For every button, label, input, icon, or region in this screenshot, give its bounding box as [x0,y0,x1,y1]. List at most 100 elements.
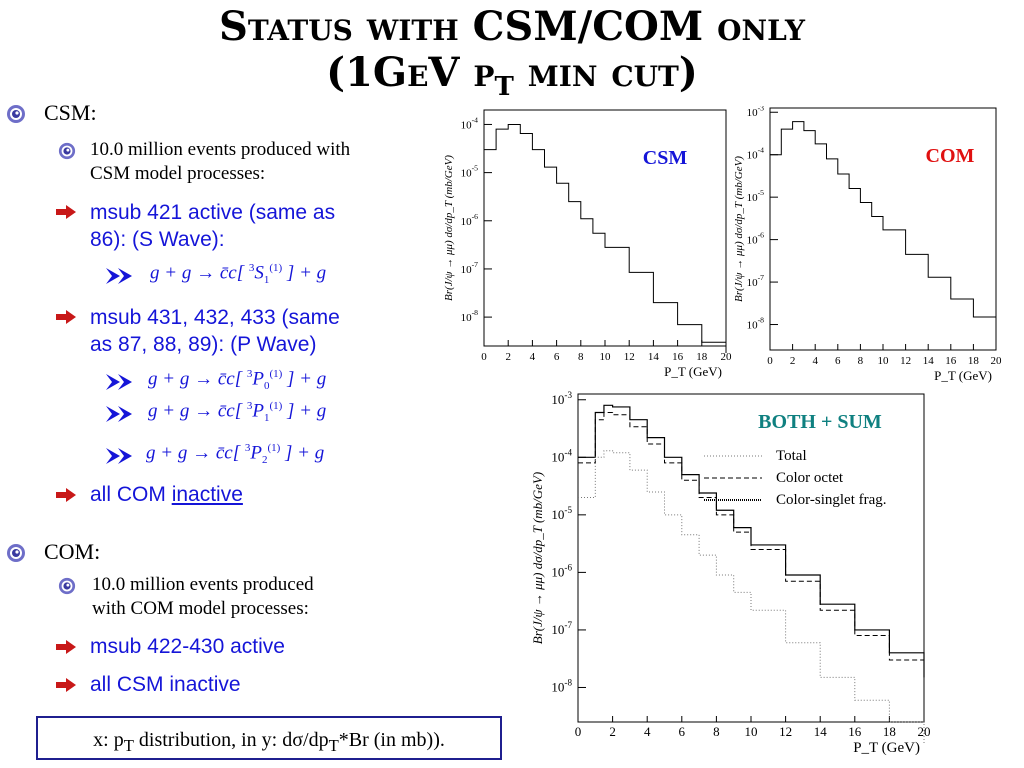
msub431-text: msub 431, 432, 433 (same as 87, 88, 89):… [90,304,340,358]
y-tick-label: 10-5 [551,505,572,522]
csm-events-line-2: CSM model processes: [90,163,266,184]
chevron-bullet-icon [106,268,132,284]
x-tick-label: 14 [923,355,935,367]
y-tick-label: 10-7 [747,273,765,289]
x-tick-label: 14 [648,351,660,363]
y-axis-label: Br(J/ψ → μμ) dσ/dp_T (mb/GeV) [733,156,745,302]
msub431-line-2: as 87, 88, 89): (P Wave) [90,333,317,356]
x-tick-label: 4 [812,355,818,367]
equation-p2: g + g → c̄c[ 3P2(1) ] + g [146,442,325,467]
com-events-line-2: with COM model processes: [92,598,309,619]
series-line-main [484,123,727,353]
x-tick-label: 0 [767,355,773,367]
y-tick-label: 10-4 [461,115,479,131]
slide-title: Status with CSM/COM only (1GeV pT min cu… [0,4,1024,110]
y-tick-label: 10-4 [551,447,572,464]
y-tick-label: 10-6 [461,212,479,228]
csm-chart: 0 2 4 6 8 10 12 14 16 18 20 10-4 10-5 10-6 10-7 10-8 P_T… [443,109,732,379]
y-tick-label: 10-8 [461,308,479,324]
chevron-bullet-icon [106,374,132,390]
x-tick-label: 10 [878,355,890,367]
x-tick-label: 12 [900,355,911,367]
x-tick-label: 2 [505,351,511,363]
msub431-line-1: msub 431, 432, 433 (same [90,306,340,329]
footer-pre: x: p [93,729,124,751]
all-csm-inactive: all CSM inactive [90,673,241,696]
x-axis-label: P_T (GeV) [853,740,920,756]
red-arrow-bullet-icon [56,310,76,324]
msub421-line-2: 86): (S Wave): [90,228,225,251]
footer-sub-1: T [123,736,134,755]
com-events-text: 10.0 million events produced with COM mo… [92,573,314,621]
red-arrow-bullet-icon [56,488,76,502]
equation-p1: g + g → c̄c[ 3P1(1) ] + g [148,400,327,425]
x-tick-label: 14 [814,724,828,739]
x-tick-label: 2 [609,724,616,739]
plot-frame [577,393,925,723]
title-line-1: Status with CSM/COM only [219,3,805,50]
series-line-main [770,121,997,334]
x-tick-label: 0 [575,724,582,739]
all-com-text: all COM [90,483,172,506]
y-axis-label: Br(J/ψ → μμ) dσ/dp_T (mb/GeV) [443,155,455,301]
y-tick-label: 10-5 [461,164,479,180]
axis-description-box: x: pT distribution, in y: dσ/dpT*Br (in … [36,716,502,760]
x-tick-label: 20 [918,724,931,739]
x-tick-label: 4 [644,724,651,739]
x-tick-label: 6 [679,724,686,739]
x-tick-label: 18 [883,724,896,739]
footer-post: *Br (in mb)). [338,729,445,751]
inactive-underlined: inactive [171,483,243,506]
title-line-2-pre: (1GeV p [326,49,495,96]
x-tick-label: 16 [848,724,862,739]
swirl-bullet-icon [58,577,76,595]
series-line-color-octet [578,412,925,683]
csm-heading: CSM: [44,100,97,125]
x-tick-label: 8 [578,351,584,363]
x-tick-label: 10 [600,351,612,363]
csm-events-line-1: 10.0 million events produced with [90,139,351,160]
swirl-bullet-icon [58,142,76,160]
footer-sub-2: T [328,736,339,755]
y-tick-label: 10-6 [747,231,765,247]
red-arrow-bullet-icon [56,640,76,654]
legend-label: Color octet [776,470,844,486]
chart-title: CSM [643,147,688,169]
csm-events-text: 10.0 million events produced with CSM mo… [90,138,350,186]
x-tick-label: 6 [835,355,841,367]
y-tick-label: 10-3 [747,106,765,119]
x-tick-label: 16 [672,351,684,363]
x-tick-label: 8 [858,355,864,367]
red-arrow-bullet-icon [56,678,76,692]
msub422-text: msub 422-430 active [90,635,285,658]
legend-label: Color-singlet frag. [776,492,887,508]
x-tick-label: 0 [481,351,487,363]
x-axis-label: P_T (GeV) [664,364,722,379]
x-tick-label: 2 [790,355,796,367]
swirl-bullet-icon [7,544,25,562]
both-sum-chart: 0 2 4 6 8 10 12 14 16 18 20 10-3 10-4 10-5 10-6 10-7 10-… [530,390,931,756]
title-line-2: (1GeV pT min cut) [0,50,1024,110]
y-tick-label: 10-8 [551,677,572,694]
x-tick-label: 6 [554,351,560,363]
equation-s-wave: g + g → c̄c[ 3S1(1) ] + g [150,262,327,287]
x-tick-label: 18 [968,355,980,367]
chevron-bullet-icon [106,406,132,422]
title-line-2-post: min cut) [513,49,698,96]
chart-title: BOTH + SUM [758,411,882,433]
y-tick-label: 10-7 [551,620,572,637]
chevron-bullet-icon [106,448,132,464]
red-arrow-bullet-icon [56,205,76,219]
y-tick-label: 10-8 [747,316,765,332]
y-tick-label: 10-7 [461,260,479,276]
y-tick-label: 10-6 [551,562,572,579]
y-tick-label: 10-5 [747,188,765,204]
x-tick-label: 8 [713,724,720,739]
y-tick-label: 10-4 [747,146,765,162]
all-com-inactive: all COM inactive [90,481,243,508]
x-tick-label: 16 [945,355,957,367]
swirl-bullet-icon [7,105,25,123]
x-tick-label: 12 [779,724,792,739]
equation-p0: g + g → c̄c[ 3P0(1) ] + g [148,368,327,393]
chart-title: COM [926,145,975,167]
